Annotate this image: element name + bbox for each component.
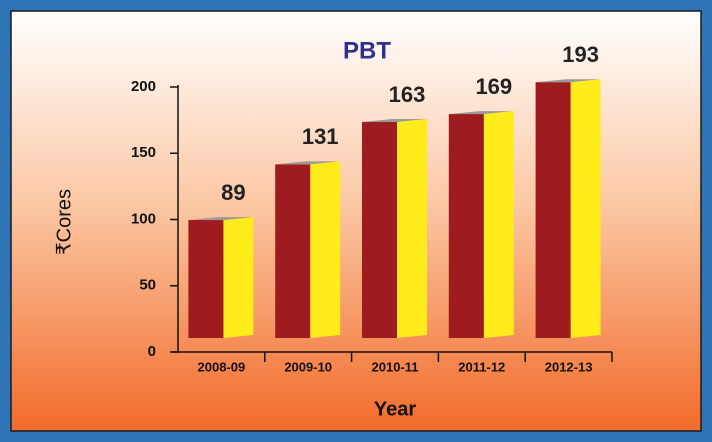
value-label: 163 bbox=[389, 82, 426, 107]
x-tick-label: 2011-12 bbox=[458, 359, 505, 374]
y-tick-label: 100 bbox=[131, 210, 156, 227]
value-label: 169 bbox=[475, 74, 512, 99]
bar-side bbox=[570, 79, 601, 339]
bar-side bbox=[223, 217, 254, 338]
bar bbox=[535, 82, 571, 339]
y-tick-label: 50 bbox=[139, 277, 156, 294]
bar bbox=[188, 220, 224, 338]
value-label: 131 bbox=[302, 124, 339, 149]
value-label: 193 bbox=[562, 42, 599, 67]
bar-top bbox=[535, 79, 601, 83]
bar-top bbox=[362, 119, 427, 123]
x-tick-label: 2012-13 bbox=[545, 359, 593, 374]
y-tick-label: 200 bbox=[131, 78, 156, 95]
bar-side bbox=[397, 119, 427, 339]
value-label: 89 bbox=[221, 180, 245, 205]
bar bbox=[275, 164, 311, 338]
bar-side bbox=[310, 161, 341, 338]
bar-top bbox=[188, 217, 254, 221]
chart-title: PBT bbox=[343, 37, 391, 64]
x-axis-label: Year bbox=[374, 398, 416, 420]
bar bbox=[362, 122, 397, 339]
x-tick-label: 2010-11 bbox=[372, 359, 419, 374]
bar bbox=[448, 114, 484, 338]
y-axis-label: ₹Cores bbox=[53, 189, 75, 255]
bar-top bbox=[448, 111, 514, 115]
x-tick-label: 2008-09 bbox=[198, 359, 246, 374]
x-tick-label: 2009-10 bbox=[284, 359, 332, 374]
bar-top bbox=[275, 161, 341, 165]
y-tick-label: 150 bbox=[131, 144, 156, 161]
y-tick-label: 0 bbox=[148, 343, 156, 360]
bar-side bbox=[483, 111, 514, 338]
